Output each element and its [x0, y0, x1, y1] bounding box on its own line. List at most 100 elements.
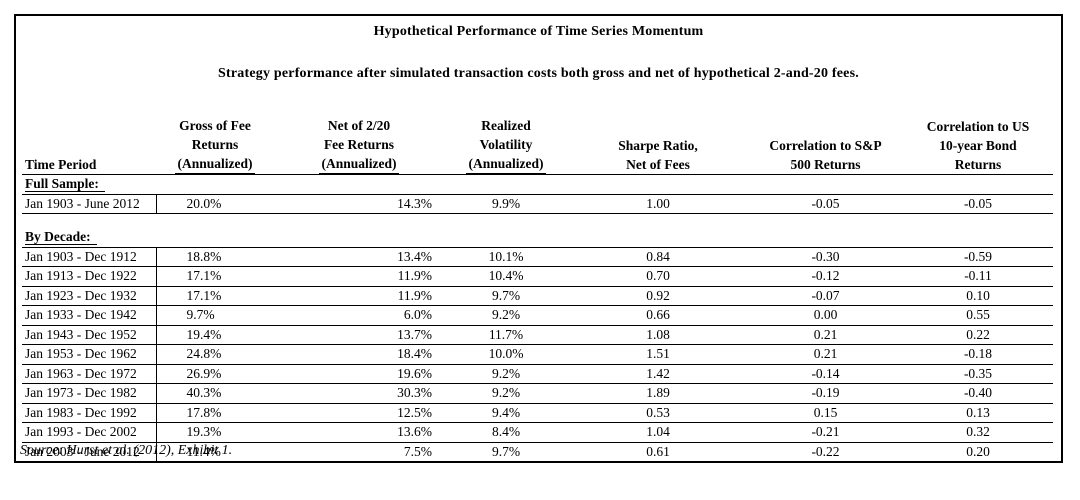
header-line: Net of Fees: [626, 157, 690, 172]
header-line: (Annualized): [319, 154, 399, 174]
section-label: By Decade:: [22, 228, 1053, 248]
cell-net: 13.4%: [274, 247, 444, 267]
cell-sharpe: 0.92: [568, 286, 748, 306]
cell-volatility: 9.4%: [444, 403, 568, 423]
cell-net: 18.4%: [274, 344, 444, 365]
cell-corr-sp500: -0.22: [748, 442, 903, 462]
header-line: Returns: [954, 157, 1002, 172]
cell-corr-sp500: -0.12: [748, 266, 903, 287]
header-line: 10-year Bond: [939, 138, 1017, 153]
cell-net: 14.3%: [274, 194, 444, 214]
column-header-gross: Gross of Fee Returns (Annualized): [156, 104, 274, 175]
cell-period: Jan 1943 - Dec 1952: [22, 325, 157, 345]
header-line: Time Period: [25, 157, 97, 172]
cell-net: 13.7%: [274, 325, 444, 345]
cell-period: Jan 2003 - June 2012: [22, 442, 157, 462]
cell-corr-sp500: 0.21: [748, 344, 903, 365]
cell-corr-bond: 0.32: [903, 422, 1053, 443]
cell-corr-bond: 0.20: [903, 442, 1053, 462]
cell-corr-bond: -0.40: [903, 383, 1053, 404]
section-full-sample: Full Sample:: [22, 174, 1053, 195]
table-row: Jan 1983 - Dec 1992 17.8% 12.5% 9.4% 0.53 0.1…: [22, 403, 1053, 423]
table-row: Jan 1943 - Dec 1952 19.4% 13.7% 11.7% 1.08 0.…: [22, 325, 1053, 345]
table-subtitle: Strategy performance after simulated tra…: [218, 66, 859, 81]
header-line: 500 Returns: [790, 157, 861, 172]
cell-sharpe: 0.53: [568, 403, 748, 423]
cell-sharpe: 1.04: [568, 422, 748, 443]
cell-volatility: 9.7%: [444, 442, 568, 462]
cell-sharpe: 1.08: [568, 325, 748, 345]
header-line: (Annualized): [466, 154, 546, 174]
table-row: Jan 1903 - June 2012 20.0% 14.3% 9.9% 1.…: [22, 194, 1053, 214]
table-row: Jan 1923 - Dec 1932 17.1% 11.9% 9.7% 0.92 -0.…: [22, 286, 1053, 306]
table-row: Jan 1973 - Dec 1982 40.3% 30.3% 9.2% 1.89 -0.…: [22, 383, 1053, 404]
cell-sharpe: 1.51: [568, 344, 748, 365]
cell-gross: 17.1%: [156, 266, 274, 287]
cell-volatility: 9.2%: [444, 383, 568, 404]
cell-volatility: 9.7%: [444, 286, 568, 306]
cell-gross: 9.7%: [156, 305, 274, 326]
cell-corr-bond: -0.11: [903, 266, 1053, 287]
cell-period: Jan 1903 - Dec 1912: [22, 247, 157, 267]
cell-net: 12.5%: [274, 403, 444, 423]
cell-net: 30.3%: [274, 383, 444, 404]
cell-period: Jan 1983 - Dec 1992: [22, 403, 157, 423]
cell-corr-bond: 0.22: [903, 325, 1053, 345]
cell-corr-bond: -0.59: [903, 247, 1053, 267]
cell-net: 13.6%: [274, 422, 444, 443]
cell-corr-sp500: -0.21: [748, 422, 903, 443]
cell-corr-sp500: -0.05: [748, 194, 903, 214]
header-line: Realized: [481, 118, 531, 133]
cell-volatility: 9.2%: [444, 305, 568, 326]
cell-corr-bond: 0.13: [903, 403, 1053, 423]
cell-sharpe: 0.84: [568, 247, 748, 267]
performance-table: Time Period Gross of Fee Returns (Annual…: [22, 104, 1053, 462]
table-row: Jan 1933 - Dec 1942 9.7% 6.0% 9.2% 0.66 0.00 0…: [22, 305, 1053, 326]
cell-corr-sp500: -0.14: [748, 364, 903, 384]
cell-volatility: 10.1%: [444, 247, 568, 267]
table-frame: Hypothetical Performance of Time Series …: [14, 14, 1063, 463]
cell-volatility: 9.9%: [444, 194, 568, 214]
source-note: Source: Hurst et al. (2012), Exhibit 1.: [20, 443, 233, 458]
cell-period: Jan 1933 - Dec 1942: [22, 305, 157, 326]
cell-period: Jan 1993 - Dec 2002: [22, 422, 157, 443]
cell-corr-sp500: 0.00: [748, 305, 903, 326]
cell-net: 7.5%: [274, 442, 444, 462]
cell-corr-sp500: -0.19: [748, 383, 903, 404]
section-label: Full Sample:: [22, 174, 1053, 195]
table-row: Jan 1993 - Dec 2002 19.3% 13.6% 8.4% 1.04 -0.…: [22, 422, 1053, 443]
column-header-row: Time Period Gross of Fee Returns (Annual…: [22, 104, 1053, 175]
cell-corr-sp500: -0.30: [748, 247, 903, 267]
cell-net: 11.9%: [274, 266, 444, 287]
header-line: Sharpe Ratio,: [618, 138, 698, 153]
header-line: Correlation to US: [926, 119, 1030, 134]
cell-gross: 18.8%: [156, 247, 274, 267]
column-header-corr-bond: Correlation to US 10-year Bond Returns: [903, 104, 1053, 175]
table-row: Jan 1963 - Dec 1972 26.9% 19.6% 9.2% 1.42 -0.…: [22, 364, 1053, 384]
header-line: Gross of Fee: [179, 118, 251, 133]
table-title: Hypothetical Performance of Time Series …: [373, 24, 704, 39]
cell-volatility: 8.4%: [444, 422, 568, 443]
column-header-time-period: Time Period: [22, 104, 156, 175]
cell-corr-bond: -0.35: [903, 364, 1053, 384]
cell-sharpe: 0.66: [568, 305, 748, 326]
cell-gross: 20.0%: [156, 194, 274, 214]
cell-volatility: 11.7%: [444, 325, 568, 345]
cell-gross: 26.9%: [156, 364, 274, 384]
cell-corr-sp500: 0.21: [748, 325, 903, 345]
cell-sharpe: 0.61: [568, 442, 748, 462]
column-header-sharpe: Sharpe Ratio, Net of Fees: [568, 104, 748, 175]
table-row: Jan 1903 - Dec 1912 18.8% 13.4% 10.1% 0.84 -0…: [22, 247, 1053, 267]
cell-sharpe: 0.70: [568, 266, 748, 287]
cell-period: Jan 1903 - June 2012: [22, 194, 157, 214]
cell-period: Jan 1923 - Dec 1932: [22, 286, 157, 306]
header-line: Correlation to S&P: [769, 138, 882, 153]
cell-period: Jan 1963 - Dec 1972: [22, 364, 157, 384]
cell-gross: 19.4%: [156, 325, 274, 345]
cell-gross: 19.3%: [156, 422, 274, 443]
table-row: Jan 1953 - Dec 1962 24.8% 18.4% 10.0% 1.51 0.…: [22, 344, 1053, 365]
cell-period: Jan 1973 - Dec 1982: [22, 383, 157, 404]
cell-sharpe: 1.00: [568, 194, 748, 214]
cell-volatility: 10.4%: [444, 266, 568, 287]
cell-gross: 17.8%: [156, 403, 274, 423]
